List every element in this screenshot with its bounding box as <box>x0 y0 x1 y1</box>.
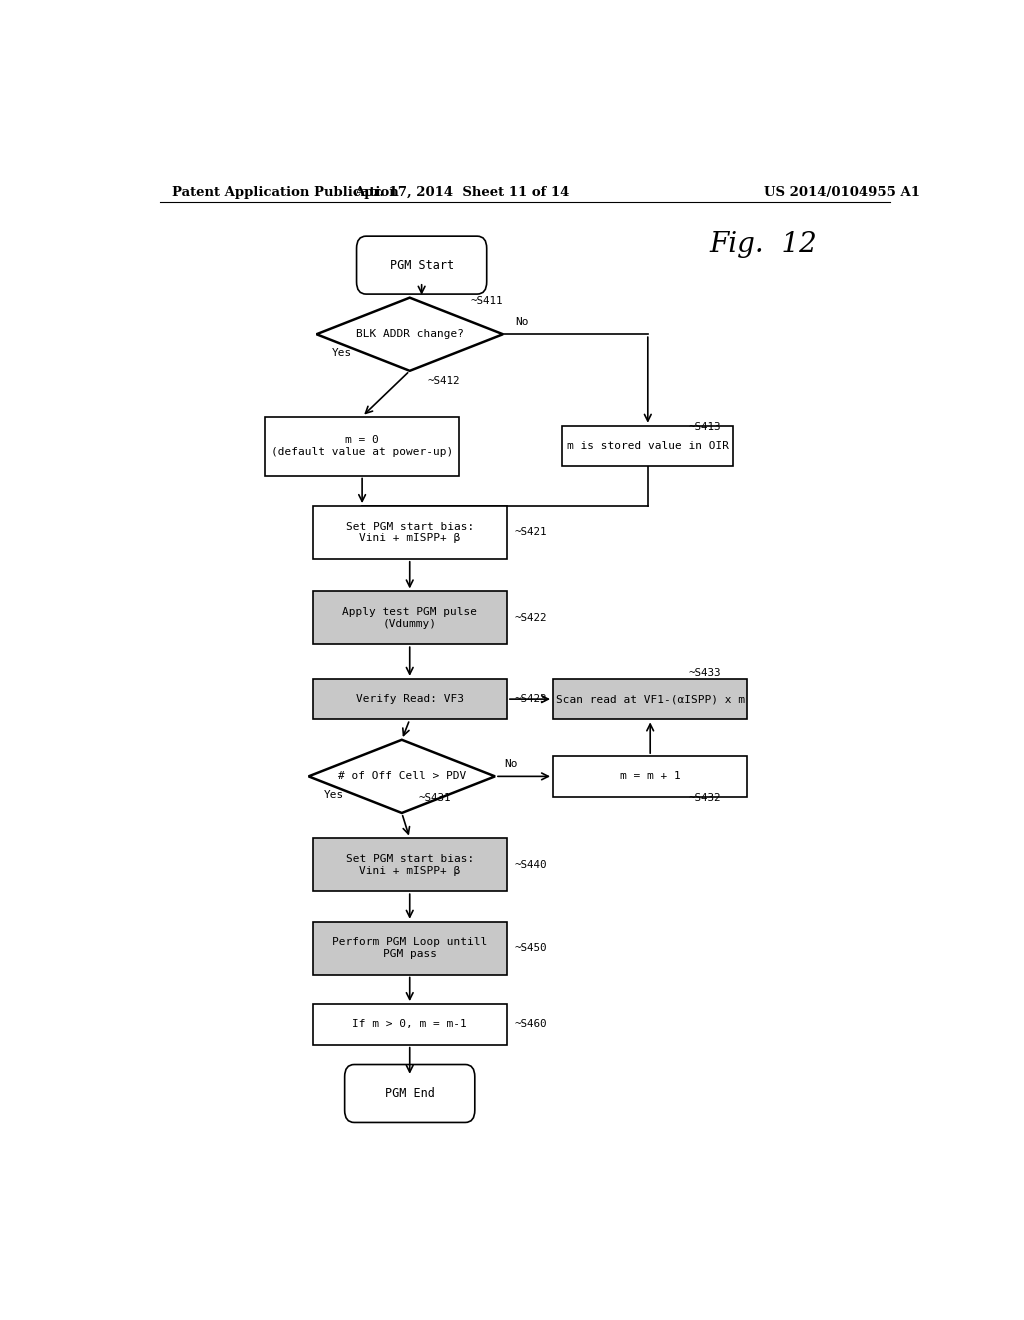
Polygon shape <box>316 297 503 371</box>
Text: ~S432: ~S432 <box>688 793 721 803</box>
Text: Apply test PGM pulse
(Vdummy): Apply test PGM pulse (Vdummy) <box>342 607 477 628</box>
Bar <box>312 591 507 644</box>
Text: PGM End: PGM End <box>385 1086 434 1100</box>
Text: ~S433: ~S433 <box>688 668 721 677</box>
Text: Yes: Yes <box>325 789 344 800</box>
Text: If m > 0, m = m-1: If m > 0, m = m-1 <box>352 1019 467 1030</box>
Text: Set PGM start bias:
Vini + mISPP+ β: Set PGM start bias: Vini + mISPP+ β <box>346 854 474 875</box>
Text: ~S431: ~S431 <box>419 793 451 803</box>
Bar <box>553 756 748 797</box>
Text: ~S450: ~S450 <box>514 944 547 953</box>
Text: ~S440: ~S440 <box>514 859 547 870</box>
Bar <box>312 506 507 558</box>
Bar <box>265 417 460 475</box>
Text: Yes: Yes <box>332 347 352 358</box>
Bar <box>312 921 507 974</box>
Text: Apr. 17, 2014  Sheet 11 of 14: Apr. 17, 2014 Sheet 11 of 14 <box>353 186 569 199</box>
Text: m = m + 1: m = m + 1 <box>620 771 681 781</box>
Text: No: No <box>515 317 528 327</box>
Text: m = 0
(default value at power-up): m = 0 (default value at power-up) <box>271 436 454 457</box>
Bar <box>312 838 507 891</box>
Text: ~S411: ~S411 <box>471 296 504 306</box>
FancyBboxPatch shape <box>356 236 486 294</box>
Text: ~S422: ~S422 <box>514 612 547 623</box>
FancyBboxPatch shape <box>345 1064 475 1122</box>
Text: Fig.  12: Fig. 12 <box>709 231 817 259</box>
Text: m is stored value in OIR: m is stored value in OIR <box>567 441 729 451</box>
Text: ~S412: ~S412 <box>428 376 461 385</box>
Text: ~S413: ~S413 <box>688 421 721 432</box>
Text: No: No <box>505 759 518 770</box>
Bar <box>312 678 507 719</box>
Text: BLK ADDR change?: BLK ADDR change? <box>355 329 464 339</box>
Text: Verify Read: VF3: Verify Read: VF3 <box>355 694 464 704</box>
Bar <box>553 678 748 719</box>
Bar <box>562 426 733 466</box>
Text: US 2014/0104955 A1: US 2014/0104955 A1 <box>764 186 921 199</box>
Polygon shape <box>308 739 495 813</box>
Text: ~S460: ~S460 <box>514 1019 547 1030</box>
Bar <box>312 1005 507 1044</box>
Text: Set PGM start bias:
Vini + mISPP+ β: Set PGM start bias: Vini + mISPP+ β <box>346 521 474 544</box>
Text: Scan read at VF1-(αISPP) x m: Scan read at VF1-(αISPP) x m <box>556 694 744 704</box>
Text: PGM Start: PGM Start <box>389 259 454 272</box>
Text: Perform PGM Loop untill
PGM pass: Perform PGM Loop untill PGM pass <box>332 937 487 958</box>
Text: # of Off Cell > PDV: # of Off Cell > PDV <box>338 771 466 781</box>
Text: ~S421: ~S421 <box>514 528 547 537</box>
Text: ~S423: ~S423 <box>514 694 547 704</box>
Text: Patent Application Publication: Patent Application Publication <box>172 186 398 199</box>
